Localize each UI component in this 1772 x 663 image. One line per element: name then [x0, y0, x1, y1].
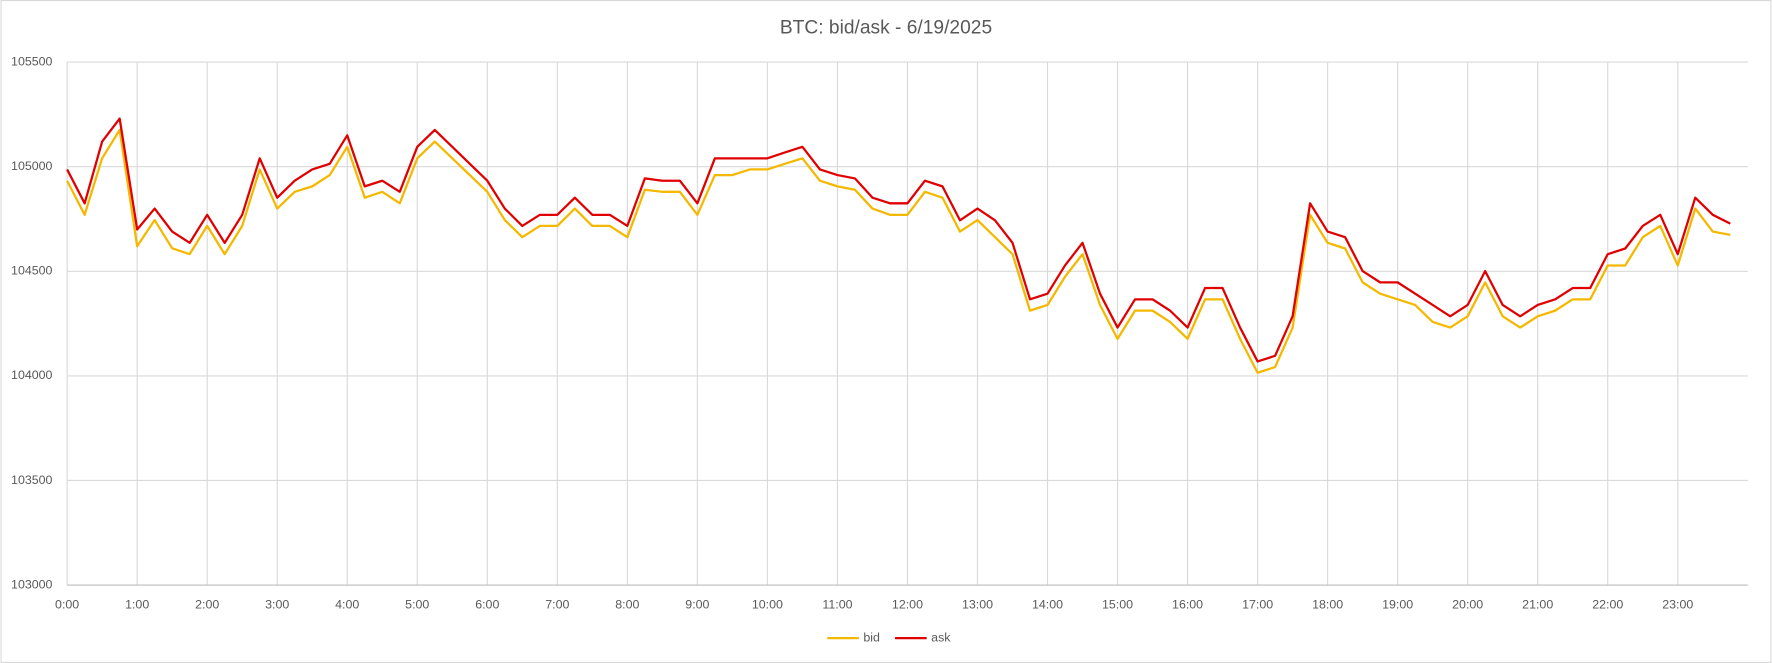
x-tick-label: 19:00	[1382, 598, 1413, 612]
x-tick-label: 9:00	[685, 598, 709, 612]
y-tick-label: 105500	[11, 54, 52, 68]
legend-label: bid	[863, 630, 880, 644]
x-tick-label: 11:00	[822, 598, 852, 612]
y-tick-label: 103000	[11, 577, 52, 591]
x-tick-label: 23:00	[1662, 598, 1693, 612]
x-tick-label: 4:00	[335, 598, 359, 612]
x-tick-label: 16:00	[1172, 598, 1203, 612]
y-tick-label: 104000	[11, 368, 52, 382]
legend-label: ask	[931, 630, 951, 644]
series-line	[66, 117, 1731, 363]
x-tick-label: 15:00	[1102, 598, 1133, 612]
x-tick-label: 5:00	[405, 598, 429, 612]
x-tick-label: 21:00	[1522, 598, 1553, 612]
series-line	[66, 128, 1731, 374]
x-tick-label: 10:00	[752, 598, 783, 612]
x-tick-label: 22:00	[1592, 598, 1623, 612]
y-tick-label: 105000	[11, 159, 52, 173]
x-tick-label: 8:00	[615, 598, 639, 612]
x-tick-label: 13:00	[962, 598, 993, 612]
x-tick-label: 6:00	[475, 598, 499, 612]
chart-title: BTC: bid/ask - 6/19/2025	[780, 17, 992, 38]
x-tick-label: 2:00	[195, 598, 219, 612]
x-tick-label: 17:00	[1242, 598, 1273, 612]
x-tick-label: 1:00	[125, 598, 149, 612]
x-tick-label: 14:00	[1032, 598, 1063, 612]
x-tick-label: 20:00	[1452, 598, 1483, 612]
x-tick-label: 7:00	[545, 598, 569, 612]
x-tick-label: 0:00	[55, 598, 79, 612]
x-tick-label: 18:00	[1312, 598, 1343, 612]
y-tick-label: 103500	[11, 473, 52, 487]
x-tick-label: 12:00	[892, 598, 923, 612]
y-tick-label: 104500	[11, 264, 52, 278]
x-tick-label: 3:00	[265, 598, 289, 612]
